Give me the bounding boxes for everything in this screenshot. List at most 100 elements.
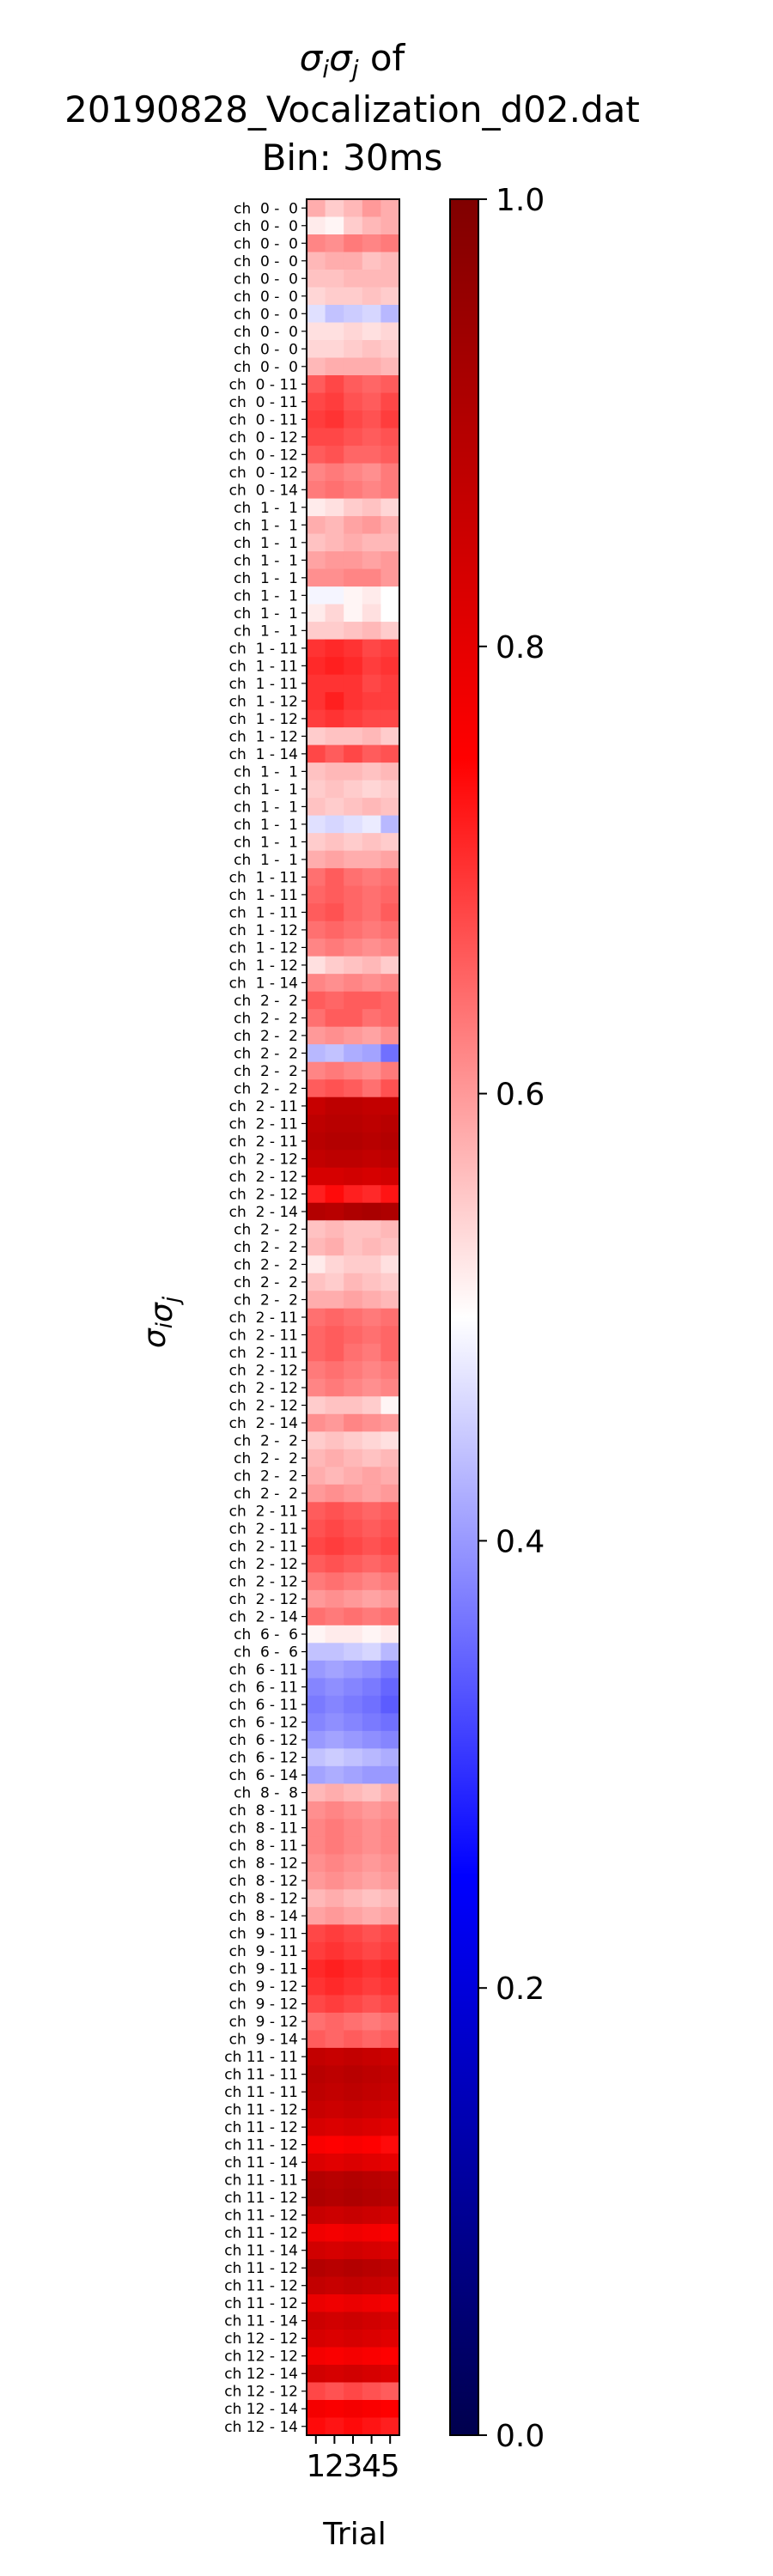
heatmap-cell [380,533,400,552]
row-label: ch 1 - 14 [229,975,298,992]
heatmap-cell [325,428,344,447]
heatmap-cell [362,2364,381,2384]
heatmap-cell [344,1941,363,1960]
heatmap-cell [380,2100,400,2119]
chart-title-line3: Bin: 30ms [262,137,443,179]
heatmap-cell [362,798,381,817]
heatmap-cell [325,2206,344,2225]
row-label: ch 11 - 12 [224,2190,298,2207]
row-label: ch 9 - 14 [229,2032,298,2049]
heatmap-cell [362,1977,381,1996]
heatmap-cell [307,375,326,394]
heatmap-cell [380,2065,400,2084]
heatmap-cell [307,1801,326,1820]
row-label: ch 2 - 2 [234,1274,298,1291]
heatmap-cell [380,1537,400,1556]
heatmap-cell [325,481,344,500]
heatmap-cell [307,1044,326,1063]
heatmap-cell [325,1467,344,1485]
heatmap-cell [325,2065,344,2084]
heatmap-cell [307,2136,326,2154]
row-label: ch 1 - 12 [229,957,298,975]
x-tick-label: 1 [306,2449,326,2484]
heatmap-cell [307,1959,326,1978]
row-label: ch 0 - 0 [234,253,298,270]
heatmap-cell [307,815,326,834]
heatmap-cell [380,1132,400,1151]
heatmap-cell [307,1026,326,1045]
heatmap-cell [380,868,400,887]
row-label: ch 1 - 1 [234,799,298,816]
heatmap-cell [344,1273,363,1291]
heatmap-cell [362,2117,381,2137]
heatmap-cell [344,2258,363,2278]
heatmap-cell [307,1607,326,1626]
heatmap-cell [362,270,381,289]
heatmap-cell [380,1625,400,1643]
heatmap-cell [380,463,400,482]
heatmap-cell [344,920,363,939]
heatmap-cell [325,1502,344,1521]
heatmap-cell [380,1889,400,1908]
heatmap-cell [362,1079,381,1098]
row-label: ch 2 - 14 [229,1415,298,1432]
heatmap-cell [307,568,326,587]
heatmap-cell [325,991,344,1010]
heatmap-cell [344,516,363,535]
heatmap-cell [362,1765,381,1784]
heatmap-cell [325,2417,344,2436]
heatmap-cell [307,1502,326,1521]
row-label: ch 1 - 1 [234,834,298,851]
heatmap-cell [380,1291,400,1309]
heatmap-cell [362,2206,381,2225]
heatmap-cell [380,1378,400,1397]
heatmap-cell [380,375,400,394]
row-label: ch 11 - 12 [224,2208,298,2225]
heatmap-cell [362,657,381,676]
heatmap-cell [307,1326,326,1345]
heatmap-cell [325,287,344,306]
heatmap-cell [325,2241,344,2260]
heatmap-cell [325,2329,344,2348]
row-label: ch 1 - 11 [229,676,298,693]
heatmap-cell [380,481,400,500]
heatmap-cell [362,833,381,852]
heatmap-cell [362,1748,381,1767]
row-label: ch 2 - 2 [234,1063,298,1080]
row-label: ch 1 - 12 [229,939,298,957]
heatmap-cell [325,1396,344,1415]
heatmap-cell [325,1643,344,1662]
heatmap-cell [325,1871,344,1890]
heatmap-cell [380,1765,400,1784]
heatmap-cell [362,727,381,746]
row-label: ch 0 - 0 [234,200,298,217]
x-tick-label: 3 [344,2449,363,2484]
heatmap-cell [307,1678,326,1697]
heatmap-cell [362,1889,381,1908]
heatmap-cell [307,833,326,852]
heatmap-cell [380,1924,400,1943]
heatmap-cell [362,516,381,535]
heatmap-cell [362,1413,381,1432]
heatmap-cell [344,586,363,605]
row-label: ch 11 - 14 [224,2243,298,2260]
heatmap-cell [325,516,344,535]
heatmap-cell [325,2347,344,2366]
heatmap-cell [344,1326,363,1345]
heatmap-cell [325,270,344,289]
heatmap-cell [344,850,363,869]
row-label: ch 12 - 12 [224,2384,298,2401]
y-axis-label: σiσj [137,1296,185,1348]
heatmap-cell [325,850,344,869]
heatmap-cell [344,305,363,324]
heatmap-cell [380,357,400,376]
heatmap-cell [307,1748,326,1767]
heatmap-cell [325,2399,344,2419]
heatmap-cell [344,1467,363,1485]
heatmap-cell [344,2171,363,2190]
heatmap-cell [307,2082,326,2102]
heatmap-cell [307,1765,326,1784]
row-label: ch 12 - 14 [224,2401,298,2418]
heatmap-cell [380,1431,400,1450]
